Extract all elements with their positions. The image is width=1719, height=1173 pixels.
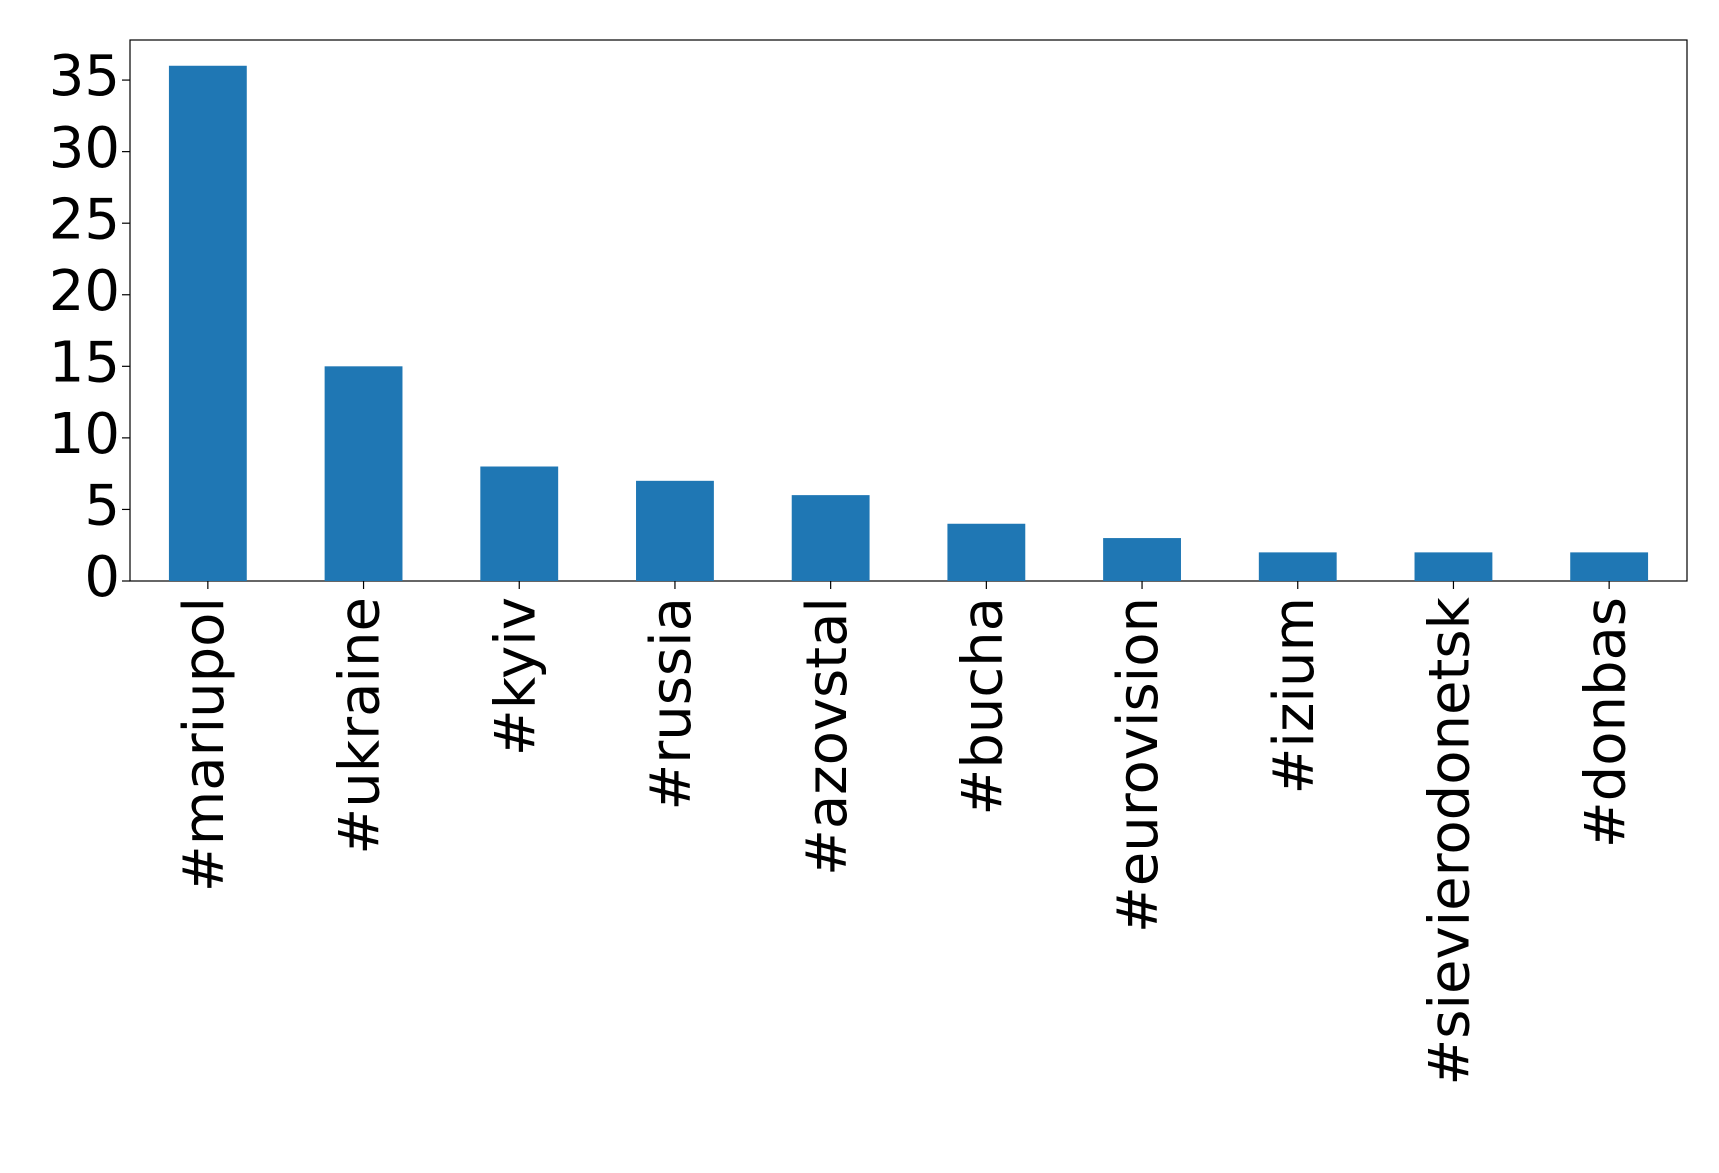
plot-frame — [129, 39, 1688, 582]
x-tick-label: #ukraine — [328, 597, 393, 855]
x-tick-label: #sievierodonetsk — [1418, 596, 1483, 1085]
x-tick-label: #mariupol — [172, 597, 237, 892]
y-tick-label: 20 — [49, 259, 120, 324]
x-tick-label: #eurovision — [1106, 597, 1171, 933]
y-tick-label: 10 — [49, 402, 120, 467]
bar — [480, 466, 559, 581]
y-tick-label: 30 — [49, 116, 120, 181]
bar — [947, 523, 1026, 581]
bar — [324, 366, 403, 581]
x-tick-label: #bucha — [950, 597, 1015, 816]
y-tick-label: 25 — [49, 187, 120, 252]
x-tick-label: #kyiv — [483, 597, 548, 756]
bar — [1570, 552, 1649, 581]
bar — [1103, 538, 1181, 581]
x-tick-label: #izium — [1262, 597, 1327, 794]
bar — [636, 480, 714, 581]
y-tick-label: 15 — [49, 330, 120, 395]
x-tick-label: #azovstal — [795, 597, 860, 876]
bar — [791, 495, 870, 581]
bar — [168, 65, 247, 581]
y-tick-label: 35 — [49, 44, 120, 109]
y-tick-label: 5 — [84, 474, 120, 539]
x-tick-label: #donbas — [1573, 597, 1638, 848]
bar — [1258, 552, 1337, 581]
y-tick-label: 0 — [84, 545, 120, 610]
x-tick-label: #russia — [639, 597, 704, 811]
bar — [1414, 552, 1493, 581]
